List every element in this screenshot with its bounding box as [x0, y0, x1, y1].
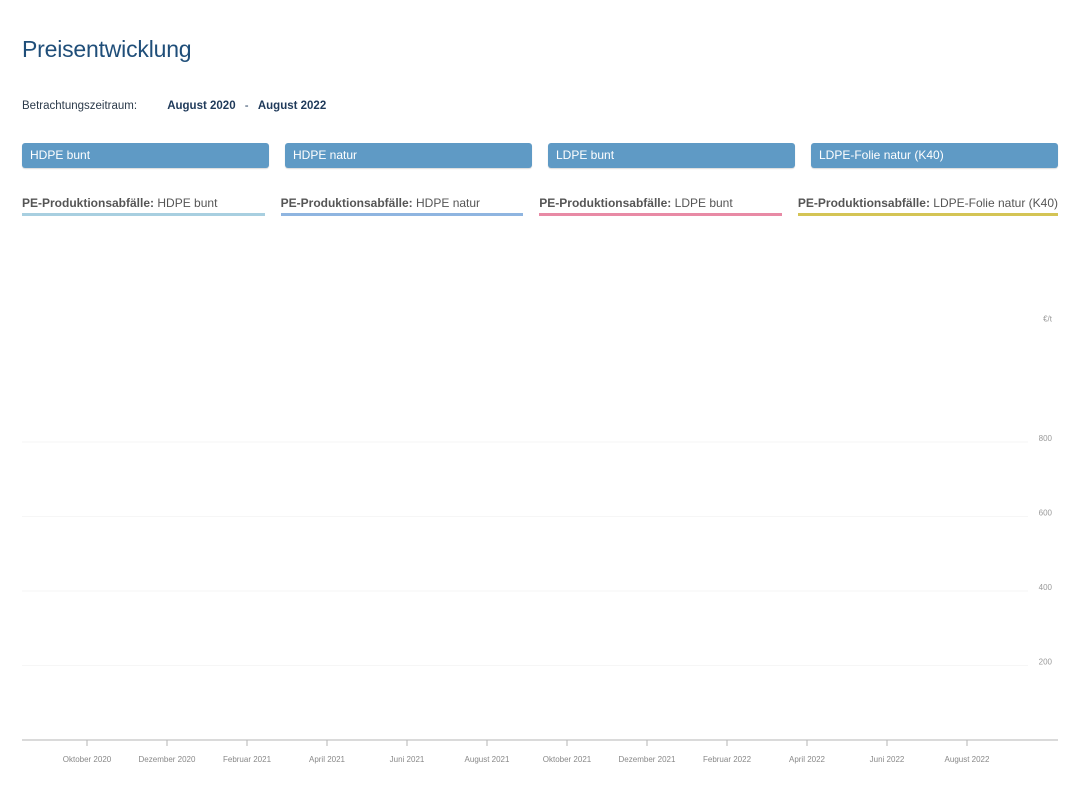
period-label: Betrachtungszeitraum:: [22, 100, 138, 112]
price-chart: €/t 200 400 600 800 Oktober 2020 Dezember 2020…: [22, 315, 1058, 764]
page-title: Preisentwicklung: [22, 36, 192, 62]
legend-item-ldpe-bunt[interactable]: PE-Produktionsabfälle: LDPE bunt: [539, 196, 782, 216]
period-to[interactable]: August 2022: [257, 100, 327, 112]
period-from[interactable]: August 2020: [167, 100, 236, 112]
legend-item-ldpe-folie-natur[interactable]: PE-Produktionsabfälle: LDPE-Folie natur …: [797, 196, 1059, 216]
chart-legend: PE-Produktionsabfälle: HDPE bunt PE-Prod…: [22, 196, 1059, 216]
tab-hdpe-bunt[interactable]: HDPE bunt: [22, 143, 269, 168]
x-tick-label: Juni 2022: [870, 755, 905, 764]
x-tick-label: Dezember 2021: [619, 755, 676, 764]
x-tick-label: Dezember 2020: [139, 755, 196, 764]
x-tick-label: Februar 2022: [703, 755, 752, 764]
x-tick-label: August 2022: [945, 755, 990, 764]
y-tick-label: 600: [1039, 509, 1053, 518]
legend-prefix: PE-Produktionsabfälle:: [797, 196, 930, 210]
x-tick-label: Februar 2021: [223, 755, 272, 764]
x-tick-label: August 2021: [465, 755, 510, 764]
x-tick-label: Oktober 2020: [63, 755, 112, 764]
y-tick-label: 200: [1039, 658, 1053, 667]
legend-prefix: PE-Produktionsabfälle:: [539, 196, 672, 210]
x-tick-label: Oktober 2021: [543, 755, 592, 764]
period-separator: -: [244, 100, 249, 112]
x-tick-label: April 2022: [789, 755, 826, 764]
legend-name: LDPE bunt: [674, 196, 733, 210]
period-selector: Betrachtungszeitraum: August 2020 - Augu…: [22, 100, 326, 112]
legend-item-hdpe-bunt[interactable]: PE-Produktionsabfälle: HDPE bunt: [22, 196, 265, 216]
y-tick-label: 400: [1039, 583, 1053, 592]
legend-name: HDPE natur: [416, 196, 481, 210]
tab-hdpe-natur[interactable]: HDPE natur: [285, 143, 532, 168]
x-tick-label: April 2021: [309, 755, 346, 764]
tab-ldpe-folie-natur[interactable]: LDPE-Folie natur (K40): [811, 143, 1058, 168]
material-tabs: HDPE bunt HDPE natur LDPE bunt LDPE-Foli…: [22, 143, 1058, 168]
legend-item-hdpe-natur[interactable]: PE-Produktionsabfälle: HDPE natur: [280, 196, 524, 216]
y-axis-unit: €/t: [1043, 315, 1053, 324]
y-tick-label: 800: [1039, 434, 1053, 443]
legend-name: HDPE bunt: [157, 196, 218, 210]
x-tick-label: Juni 2021: [390, 755, 425, 764]
tab-ldpe-bunt[interactable]: LDPE bunt: [548, 143, 795, 168]
legend-name: LDPE-Folie natur (K40): [933, 196, 1059, 210]
legend-prefix: PE-Produktionsabfälle:: [280, 196, 413, 210]
legend-prefix: PE-Produktionsabfälle:: [22, 196, 155, 210]
